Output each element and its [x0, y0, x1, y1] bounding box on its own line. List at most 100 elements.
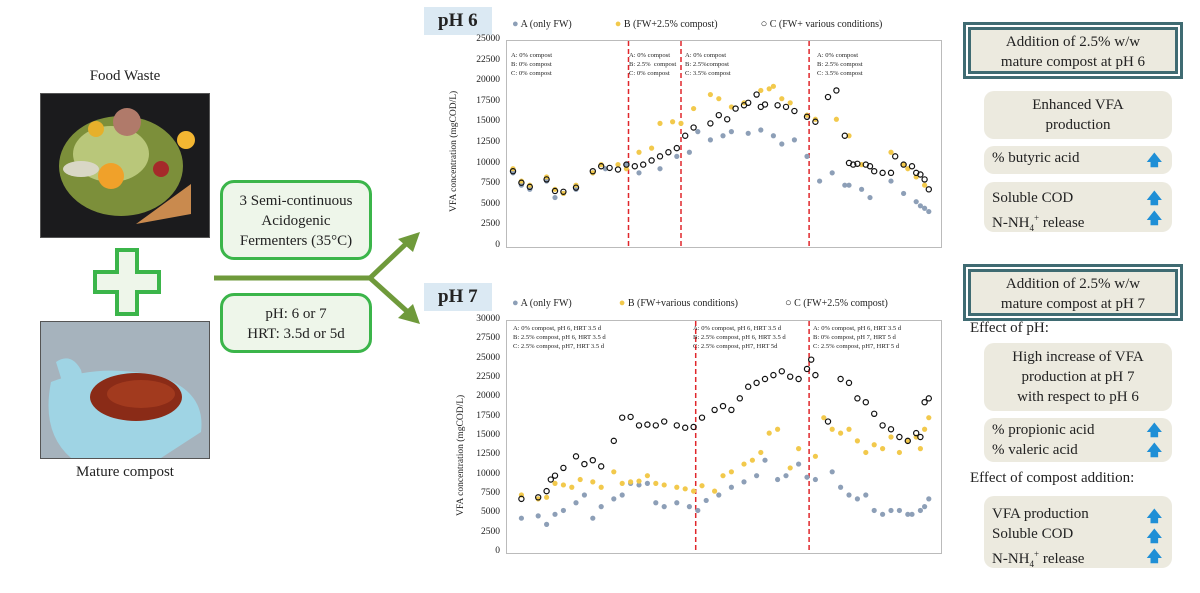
series-b-point	[796, 446, 802, 452]
series-c-point	[917, 171, 924, 178]
series-c-point	[526, 183, 533, 191]
food-waste-image	[41, 94, 209, 237]
series-c-point	[837, 375, 844, 383]
series-a-point	[770, 133, 776, 139]
series-c-point	[787, 373, 794, 380]
series-a-point	[686, 149, 692, 155]
ph6-header-line-2: mature compost at pH 6	[1000, 54, 1146, 70]
series-b-point	[880, 446, 886, 452]
y-tick-label: 2500	[481, 526, 500, 537]
series-c-point	[732, 105, 739, 112]
series-c-point	[665, 149, 672, 156]
series-c-point	[723, 116, 731, 123]
y-tick-label: 5000	[481, 507, 500, 518]
legend-b-label: B (FW+2.5% compost)	[623, 19, 718, 30]
series-c-point	[560, 464, 567, 472]
up-arrow-icon: 🡅	[1146, 421, 1162, 439]
up-arrow-icon: 🡅	[1146, 547, 1162, 565]
ph6-header-line-1: Addition of 2.5% w/w	[1005, 34, 1141, 50]
series-c-point	[551, 187, 559, 195]
series-a-point	[598, 504, 604, 510]
series-c-point	[581, 460, 588, 468]
series-b-point	[804, 112, 810, 118]
series-b-point	[905, 438, 911, 444]
series-b-point	[758, 87, 764, 94]
series-c-point	[824, 418, 832, 425]
series-b-point	[527, 182, 533, 188]
series-c-point	[719, 402, 727, 410]
enhanced-vfa-box: Enhanced VFA production	[984, 91, 1172, 139]
series-a-point	[720, 133, 726, 139]
ph7-panel-label: pH 7	[424, 283, 492, 311]
series-a-point	[791, 137, 797, 143]
series-c-point	[690, 423, 697, 431]
series-c-point	[635, 422, 643, 429]
series-c-point	[660, 418, 668, 425]
series-b-point	[770, 83, 776, 89]
series-c-point	[753, 91, 760, 98]
series-b-point	[779, 96, 785, 102]
series-b-point	[590, 170, 596, 176]
series-a-point	[829, 469, 835, 475]
series-b-point	[644, 473, 650, 479]
ph6-chart-svg	[509, 41, 932, 247]
ph7-annotation-2: A: 0% compost, pH 6, HRT 3.5 d B: 2.5% c…	[693, 325, 786, 350]
y-tick-label: 5000	[481, 198, 500, 209]
series-a-point	[842, 182, 848, 188]
series-a-point	[779, 141, 785, 147]
series-a-point	[817, 178, 823, 184]
series-c-point	[535, 494, 542, 501]
series-c-point	[774, 102, 781, 109]
series-b-point	[678, 120, 684, 126]
series-b-point	[829, 426, 835, 432]
series-c-point	[808, 356, 815, 363]
series-c-point	[925, 395, 932, 402]
series-a-point	[762, 457, 768, 463]
series-a-point	[623, 162, 629, 168]
series-c-point	[589, 456, 597, 464]
y-tick-label: 12500	[476, 137, 500, 147]
butyric-box: % butyric acid 🡅	[984, 146, 1172, 174]
series-a-point	[917, 507, 923, 514]
series-b-point	[518, 178, 524, 184]
series-c-point	[921, 398, 928, 406]
series-b-point	[821, 415, 827, 421]
y-tick-label: 30000	[476, 314, 500, 324]
series-c-point	[770, 371, 777, 379]
series-a-point	[544, 521, 550, 527]
y-tick-label: 22500	[476, 372, 500, 382]
series-b-point	[775, 426, 781, 432]
series-b-point	[888, 434, 894, 440]
series-c-point	[812, 118, 819, 125]
series-c-point	[917, 433, 924, 441]
series-c-point	[744, 383, 752, 390]
series-a-point	[812, 476, 818, 483]
ph7-soluble-cod-text: Soluble COD	[992, 526, 1074, 542]
ph7-legend: ● A (only FW) ● B (FW+various conditions…	[512, 297, 888, 309]
series-a-point	[804, 474, 810, 480]
series-b-point	[926, 415, 932, 421]
series-b-point	[598, 484, 604, 490]
series-b-point	[922, 426, 928, 432]
series-a-point	[653, 500, 659, 506]
legend-a-label: A (only FW)	[520, 19, 572, 30]
series-a-point	[758, 127, 764, 133]
y-tick-label: 2500	[481, 219, 500, 230]
series-a-point	[913, 199, 919, 205]
series-c-point	[627, 413, 634, 421]
series-c-point	[761, 101, 769, 108]
ph6-legend: ● A (only FW) ● B (FW+2.5% compost) ○ C …	[512, 18, 882, 30]
series-c-point	[850, 161, 857, 168]
series-c-point	[707, 120, 714, 127]
series-a-point	[674, 500, 680, 506]
series-a-point	[745, 130, 751, 136]
series-c-point	[871, 167, 878, 175]
series-b-point	[720, 473, 726, 479]
series-c-point	[639, 161, 647, 168]
y-tick-label: 12500	[476, 449, 500, 460]
series-a-point	[829, 170, 835, 176]
series-a-point	[686, 504, 692, 510]
series-c-point	[871, 410, 878, 418]
series-c-point	[681, 424, 689, 431]
series-a-point	[867, 194, 873, 201]
